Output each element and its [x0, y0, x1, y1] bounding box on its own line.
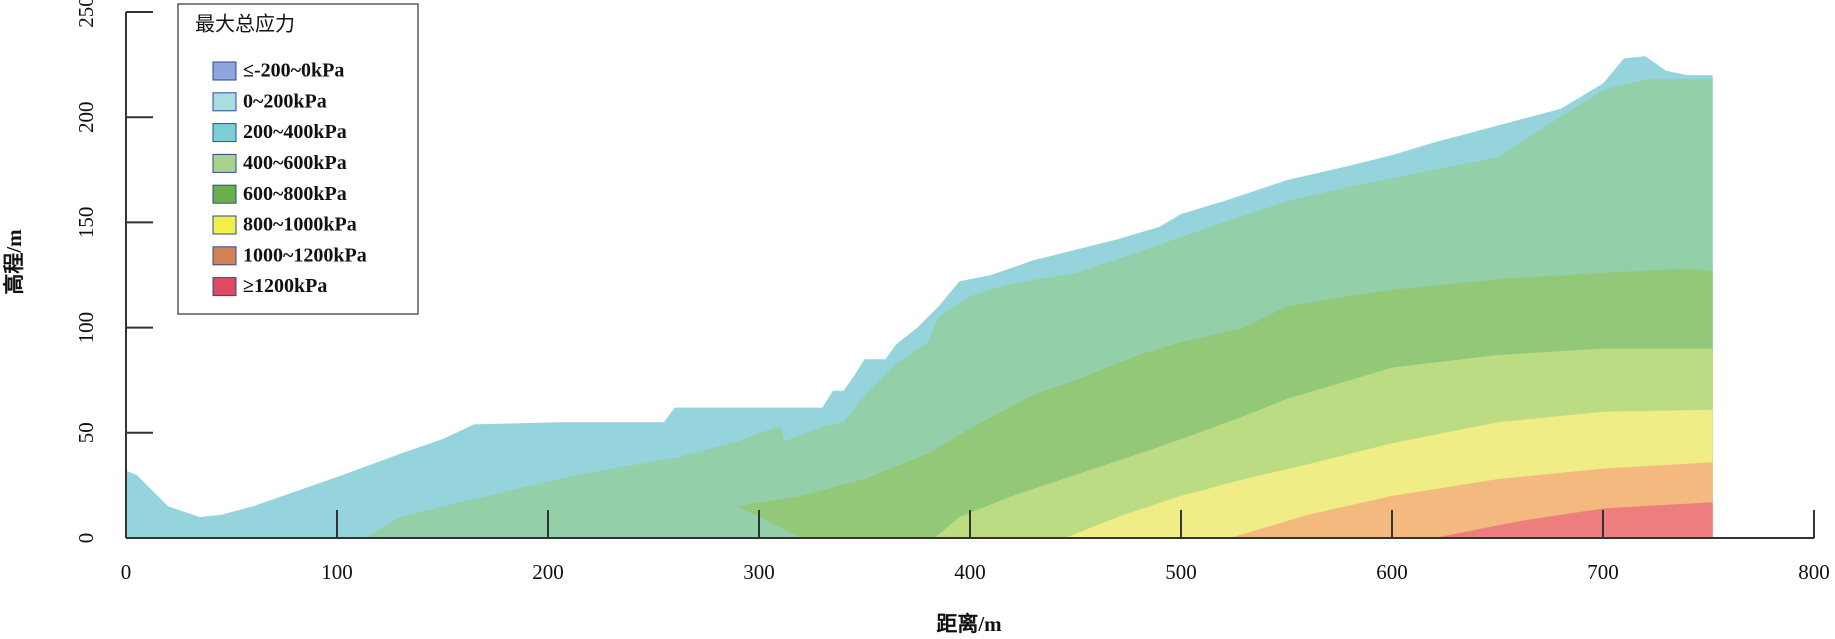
x-tick-label: 400: [954, 560, 986, 584]
y-axis-title: 高程/m: [2, 229, 26, 295]
x-tick-label: 600: [1376, 560, 1408, 584]
legend-swatch: [212, 246, 237, 266]
stress-band: [1434, 502, 1713, 538]
legend-swatch: [212, 153, 237, 173]
axes: 0 100 200 300 400 500 600 700 800 0 50 100 150 200 250: [74, 0, 1830, 584]
y-tick-label: 250: [74, 0, 98, 28]
legend-swatch: [212, 61, 237, 81]
x-tick-label: 0: [121, 560, 132, 584]
legend-label: 0~200kPa: [243, 90, 327, 112]
y-tick-label: 100: [74, 312, 98, 344]
legend-label: ≥1200kPa: [243, 275, 327, 297]
x-tick-label: 700: [1587, 560, 1619, 584]
legend-swatch: [212, 215, 237, 235]
legend-label: ≤-200~0kPa: [243, 60, 344, 82]
y-tick-label: 200: [74, 101, 98, 133]
y-tick-label: 50: [74, 422, 98, 443]
x-tick-label: 100: [321, 560, 353, 584]
legend-label: 1000~1200kPa: [243, 244, 367, 266]
y-tick-label: 150: [74, 207, 98, 239]
y-tick-label: 0: [74, 533, 98, 544]
legend-swatch: [212, 277, 237, 297]
legend-swatch: [212, 123, 237, 143]
x-tick-label: 800: [1798, 560, 1830, 584]
plot-area: [126, 56, 1713, 539]
legend-label: 400~600kPa: [243, 152, 347, 174]
x-tick-label: 300: [743, 560, 775, 584]
legend-label: 800~1000kPa: [243, 214, 357, 236]
legend-title: 最大总应力: [195, 13, 295, 36]
legend-label: 600~800kPa: [243, 183, 347, 205]
x-axis-title: 距离/m: [936, 612, 1002, 636]
x-tick-label: 200: [532, 560, 564, 584]
legend: 最大总应力 ≤-200~0kPa 0~200kPa 200~400kPa 400~60…: [177, 3, 419, 315]
legend-swatch: [212, 92, 237, 112]
x-tick-label: 500: [1165, 560, 1197, 584]
legend-label: 200~400kPa: [243, 121, 347, 143]
legend-swatch: [212, 184, 237, 204]
